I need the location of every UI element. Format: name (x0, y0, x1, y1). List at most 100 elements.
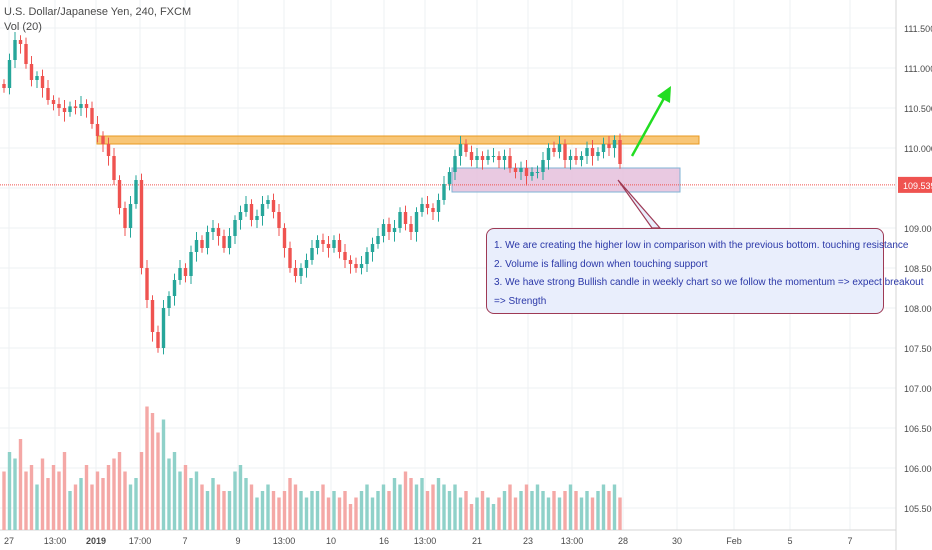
candle-body (189, 252, 193, 276)
volume-bar (464, 491, 468, 530)
volume-bar (387, 491, 391, 530)
candle-body (381, 224, 386, 236)
candle-body (13, 40, 17, 60)
candle-body (304, 260, 309, 268)
candle-body (387, 224, 391, 232)
volume-bar (84, 465, 89, 530)
volume-bar (29, 465, 34, 530)
volume-bar (161, 419, 166, 530)
candle-body (205, 232, 210, 248)
volume-bar (123, 471, 127, 530)
candle-body (596, 152, 600, 156)
candle-body (95, 124, 100, 136)
candle-body (618, 140, 622, 164)
candle-body (348, 260, 353, 264)
note-line-2: 2. Volume is falling down when touching … (494, 258, 708, 270)
time-axis-label: 13:00 (44, 536, 67, 546)
candle-body (469, 152, 474, 160)
candle-body (458, 144, 463, 156)
time-axis-label: 13:00 (273, 536, 296, 546)
candle-body (541, 160, 545, 172)
volume-bar (546, 497, 551, 530)
candle-body (57, 104, 61, 108)
candle-body (370, 244, 375, 252)
price-axis-label: 108.500 (904, 264, 932, 274)
volume-bar (425, 491, 430, 530)
volume-bar (2, 471, 6, 530)
volume-bar (304, 497, 309, 530)
candle-body (2, 84, 6, 88)
time-axis-label: 7 (182, 536, 187, 546)
volume-bar (563, 491, 567, 530)
note-line-4: => Strength (494, 295, 547, 307)
volume-bar (420, 478, 424, 530)
volume-bar (453, 484, 457, 530)
candle-body (150, 300, 155, 332)
candle-body (420, 204, 424, 212)
candle-body (200, 240, 204, 248)
price-axis-label: 111.000 (904, 64, 932, 74)
time-axis-label: 2019 (86, 536, 106, 546)
volume-bar (139, 452, 144, 530)
volume-bar (447, 491, 452, 530)
candle-body (40, 76, 45, 88)
candle-body (497, 156, 501, 160)
time-axis-label: 7 (847, 536, 852, 546)
volume-bar (502, 491, 507, 530)
volume-bar (68, 491, 72, 530)
volume-bar (40, 458, 45, 530)
volume-bar (266, 484, 270, 530)
candle-body (414, 212, 419, 232)
volume-bar (112, 458, 116, 530)
candle-body (68, 106, 72, 112)
volume-bar (24, 471, 28, 530)
volume-bar (557, 497, 562, 530)
candle-body (233, 220, 237, 236)
volume-bar (62, 452, 67, 530)
price-axis-label: 111.500 (904, 24, 932, 34)
volume-bar (365, 484, 369, 530)
volume-bar (618, 497, 622, 530)
volume-bar (541, 491, 545, 530)
current-price-badge (898, 176, 932, 193)
volume-bar (585, 491, 589, 530)
candle-body (35, 76, 39, 80)
candle-body (425, 204, 430, 208)
candle-body (568, 156, 573, 160)
candle-body (249, 204, 254, 220)
volume-bar (18, 439, 23, 530)
candle-body (211, 228, 215, 232)
price-axis-label: 109.000 (904, 224, 932, 234)
price-axis-label: 110.000 (904, 144, 932, 154)
candle-body (326, 244, 331, 248)
candle-body (398, 212, 402, 228)
volume-bar (431, 484, 435, 530)
candle-body (139, 180, 144, 268)
candle-body (277, 212, 281, 228)
candle-body (238, 212, 243, 220)
candle-body (480, 156, 485, 160)
volume-bar (607, 491, 611, 530)
candle-body (403, 212, 408, 224)
volume-bar (524, 484, 529, 530)
analysis-note: 1. We are creating the higher low in com… (486, 228, 923, 314)
time-axis-label: 21 (472, 536, 482, 546)
volume-bar (106, 465, 111, 530)
time-axis-label: 30 (672, 536, 682, 546)
volume-bar (590, 497, 595, 530)
volume-bar (189, 478, 193, 530)
volume-bar (480, 491, 485, 530)
volume-bar (205, 491, 210, 530)
volume-bar (117, 452, 122, 530)
candle-body (255, 216, 259, 220)
volume-bar (216, 484, 221, 530)
candle-body (535, 172, 540, 173)
volume-bar (519, 491, 523, 530)
candle-body (123, 208, 127, 228)
candle-body (194, 240, 199, 252)
candle-body (51, 100, 56, 104)
volume-bar (458, 497, 463, 530)
volume-bar (238, 465, 243, 530)
volume-bar (442, 484, 446, 530)
